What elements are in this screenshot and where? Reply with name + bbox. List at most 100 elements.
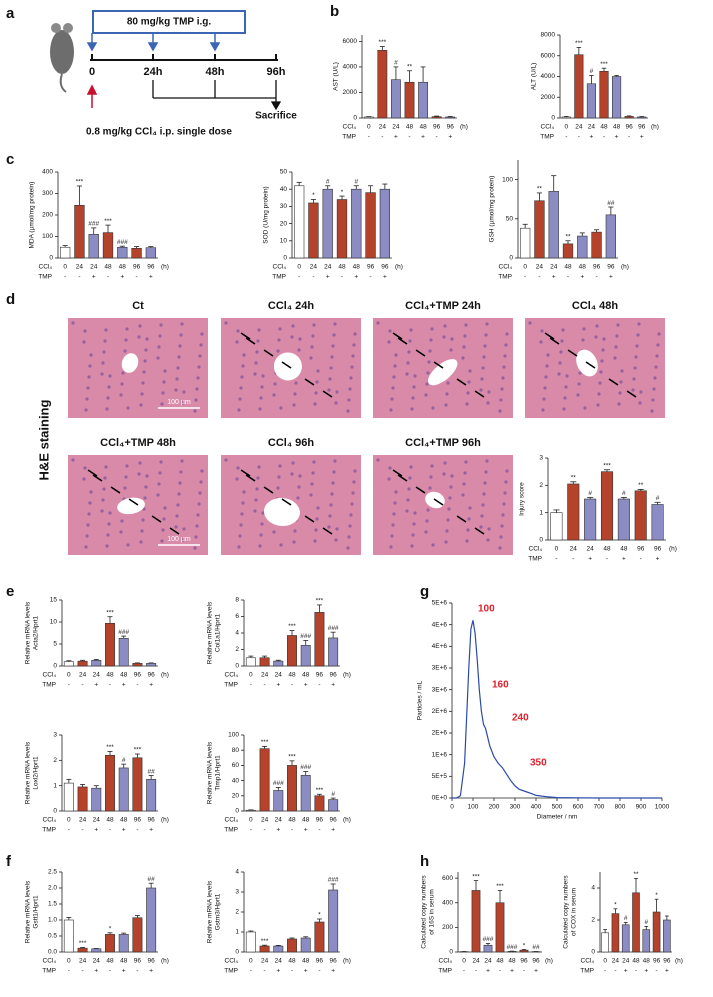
arrow bbox=[456, 515, 467, 523]
tmp-label: + bbox=[122, 968, 126, 975]
y-axis-label: Relative mRNA levels bbox=[207, 601, 214, 664]
nucleus bbox=[444, 540, 448, 544]
y-axis-label: Acta2/Hprt1 bbox=[33, 615, 40, 650]
significance: *** bbox=[496, 883, 504, 890]
bar bbox=[550, 512, 563, 541]
nucleus bbox=[309, 356, 313, 360]
tmp-label: + bbox=[331, 827, 335, 834]
tmp-label: + bbox=[149, 827, 153, 834]
nucleus bbox=[390, 534, 394, 538]
nucleus bbox=[313, 402, 317, 406]
nucleus bbox=[499, 535, 503, 539]
y-axis-label: GSH (µmol/mg protein) bbox=[489, 176, 496, 243]
bar bbox=[574, 54, 584, 119]
x-tick-label: 96 bbox=[147, 264, 155, 271]
y-tick-label: 100 bbox=[228, 732, 239, 739]
nucleus bbox=[445, 529, 449, 533]
nucleus bbox=[107, 385, 111, 389]
y-tick-label: 0 bbox=[235, 663, 239, 670]
x-tick-label: 96 bbox=[148, 958, 156, 965]
unit-label: (h) bbox=[161, 958, 169, 965]
nucleus bbox=[197, 365, 201, 369]
nucleus bbox=[500, 524, 504, 528]
bar bbox=[146, 779, 157, 812]
arrow bbox=[263, 486, 274, 494]
bar bbox=[621, 924, 630, 953]
nucleus bbox=[195, 524, 199, 528]
nucleus bbox=[121, 371, 125, 375]
x-tick-label: 24 bbox=[93, 817, 101, 824]
bar bbox=[652, 911, 661, 953]
y-tick-label: 3E+6 bbox=[432, 686, 448, 693]
y-tick-label: 15 bbox=[50, 597, 58, 604]
nucleus bbox=[505, 332, 509, 336]
nucleus bbox=[431, 406, 435, 410]
significance: *** bbox=[106, 744, 114, 751]
nucleus bbox=[329, 366, 333, 370]
nucleus bbox=[102, 487, 106, 491]
significance: ### bbox=[328, 625, 339, 632]
nucleus bbox=[595, 324, 599, 328]
peak-label: 350 bbox=[530, 758, 547, 769]
nucleus bbox=[333, 459, 337, 463]
nucleus bbox=[427, 360, 431, 364]
y-tick-label: 3E+6 bbox=[432, 665, 448, 672]
nucleus bbox=[578, 371, 582, 375]
bar bbox=[91, 787, 102, 812]
bar bbox=[287, 938, 297, 953]
x-tick-label: 0 bbox=[603, 958, 607, 965]
row-label: CCl₄ bbox=[581, 958, 595, 965]
y-tick-label: 2E+6 bbox=[432, 708, 448, 715]
timeline bbox=[90, 54, 278, 61]
nucleus bbox=[426, 508, 430, 512]
nucleus bbox=[426, 371, 430, 375]
nucleus bbox=[577, 382, 581, 386]
nucleus bbox=[467, 517, 471, 521]
nucleus bbox=[312, 323, 316, 327]
nucleus bbox=[462, 482, 466, 486]
nucleus bbox=[483, 481, 487, 485]
nucleus bbox=[86, 523, 90, 527]
tmp-label: - bbox=[109, 682, 111, 689]
bar bbox=[328, 889, 339, 953]
tmp-label: + bbox=[92, 274, 96, 281]
row-label: TMP bbox=[224, 682, 238, 689]
nucleus bbox=[540, 329, 544, 333]
nucleus bbox=[639, 390, 643, 394]
bar bbox=[561, 116, 571, 119]
x-tick-label: 48 bbox=[120, 672, 128, 679]
x-tick-label: 24 bbox=[472, 958, 480, 965]
nucleus bbox=[273, 382, 277, 386]
nucleus bbox=[620, 369, 624, 373]
nucleus bbox=[465, 402, 469, 406]
tmp-label: - bbox=[81, 827, 83, 834]
nucleus bbox=[330, 355, 334, 359]
nucleus bbox=[278, 327, 282, 331]
x-tick-label: 1000 bbox=[655, 804, 670, 811]
nucleus bbox=[157, 345, 161, 349]
nucleus bbox=[328, 514, 332, 518]
significance: ## bbox=[148, 768, 156, 775]
nucleus bbox=[238, 534, 242, 538]
y-tick-label: 6 bbox=[235, 613, 239, 620]
nucleus bbox=[562, 407, 566, 411]
y-tick-label: 6000 bbox=[541, 52, 556, 59]
nucleus bbox=[564, 385, 568, 389]
y-tick-label: 1.0 bbox=[48, 917, 57, 924]
y-tick-label: 0 bbox=[235, 949, 239, 956]
nucleus bbox=[461, 493, 465, 497]
x-tick-label: 96 bbox=[367, 264, 375, 271]
nucleus bbox=[196, 513, 200, 517]
y-axis-label: ALT (U/L) bbox=[531, 63, 538, 91]
x-tick-label: 48 bbox=[120, 958, 128, 965]
tmp-label: + bbox=[331, 682, 335, 689]
y-axis-label: SOD (U/mg protein) bbox=[263, 186, 270, 243]
y-tick-label: 2 bbox=[53, 757, 57, 764]
arrow bbox=[245, 474, 256, 482]
nucleus bbox=[448, 496, 452, 500]
nucleus bbox=[176, 503, 180, 507]
nucleus bbox=[126, 543, 130, 547]
x-tick-label: 24 bbox=[570, 546, 578, 553]
nucleus bbox=[143, 359, 147, 363]
